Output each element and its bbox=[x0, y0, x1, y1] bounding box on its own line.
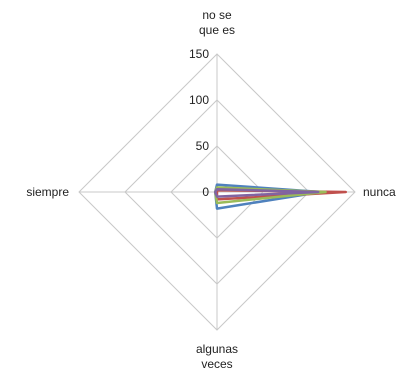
axis-label-line: nunca bbox=[363, 185, 396, 199]
axis-label-line: veces bbox=[201, 357, 232, 371]
tick-label-150: 150 bbox=[189, 47, 209, 61]
radar-series bbox=[213, 183, 348, 210]
radial-tick-labels: 0 50 100 150 bbox=[189, 47, 209, 199]
axis-label-3: siempre bbox=[26, 185, 69, 199]
tick-label-100: 100 bbox=[189, 93, 209, 107]
axis-label-1: nunca bbox=[363, 185, 396, 199]
axis-label-line: siempre bbox=[26, 185, 69, 199]
axis-labels: no se que es nunca algunas veces siempre bbox=[26, 8, 396, 371]
axis-label-line: no se bbox=[202, 8, 232, 22]
axis-label-2: algunas veces bbox=[196, 342, 238, 371]
axis-label-line: algunas bbox=[196, 342, 238, 356]
axis-label-line: que es bbox=[199, 23, 235, 37]
tick-label-0: 0 bbox=[202, 185, 209, 199]
tick-label-50: 50 bbox=[196, 139, 210, 153]
axis-label-0: no se que es bbox=[199, 8, 235, 37]
